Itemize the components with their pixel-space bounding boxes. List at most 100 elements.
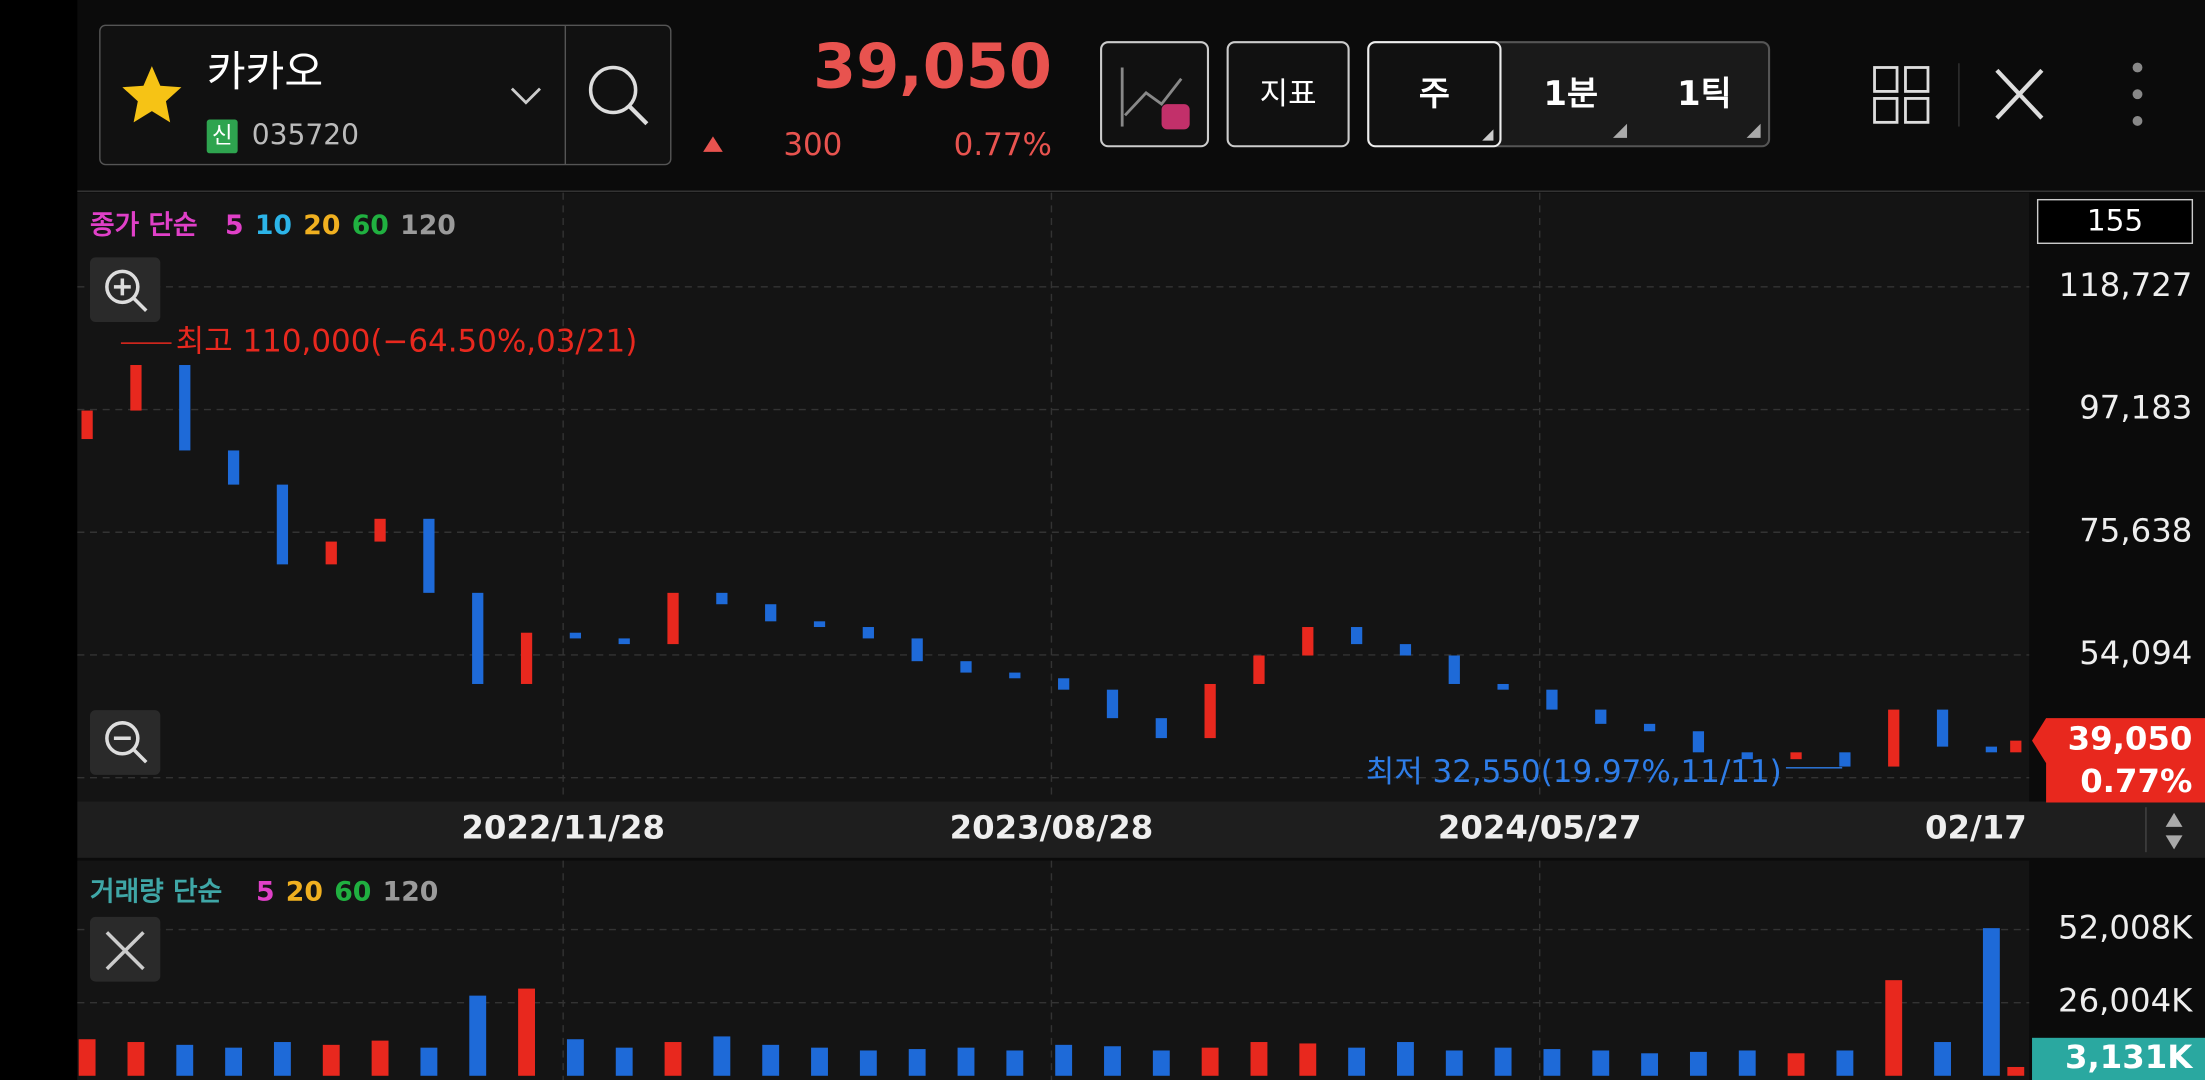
period-group[interactable]: 주 1분 1틱 [1367,41,1771,148]
y-tick-label: 97,183 [2079,389,2192,427]
corner [1482,129,1494,141]
candle [1839,752,1851,767]
button-label: 지표 [1260,76,1317,112]
price: 39,050 [813,30,1052,102]
volume-bar [859,1050,877,1076]
more-button[interactable] [2132,62,2143,126]
candle [1058,678,1070,690]
y-tick-label: 54,094 [2079,634,2192,672]
volume-bar [1592,1050,1610,1076]
selected-box[interactable] [1367,41,1502,148]
volume-bar [664,1042,682,1076]
candle [1497,683,1509,690]
candle [911,638,923,662]
volume-bar [1836,1050,1854,1076]
volume-bar [1738,1050,1756,1076]
candle [227,450,240,485]
volume-tag [2032,1037,2205,1080]
ma-legend-item: 120 [400,210,456,241]
y-tick-label: 118,727 [2059,266,2193,304]
volume-bar [371,1040,389,1076]
volume-bar [1250,1042,1268,1076]
candle [960,661,972,673]
candle [1888,709,1900,767]
close-volume[interactable] [90,916,161,982]
candle [569,632,582,639]
candle [1204,683,1216,739]
vol-tick-label: 26,004K [2058,982,2193,1020]
volume-bar [420,1047,438,1076]
scroll-down[interactable] [2165,835,2183,850]
volume-bar [1641,1053,1659,1076]
x-tick-label: 02/17 [1925,809,2027,847]
volume-bar [176,1044,194,1076]
x-tick-label: 2024/05/27 [1438,809,1642,847]
selector-box [99,24,672,166]
candle [1985,746,1998,753]
zoom-in[interactable] [90,257,161,323]
search-icon [588,65,638,115]
change-pct: 0.77% [954,127,1052,163]
candle [276,484,289,565]
volume-bar [322,1044,340,1076]
volume-bar [762,1044,780,1076]
candle [1302,627,1314,656]
candle [1595,709,1607,724]
price-tag-pct: 0.77% [2080,762,2192,800]
period-tick[interactable]: 1틱 [1677,74,1732,113]
x-tick-label: 2022/11/28 [461,809,665,847]
button-box [1226,41,1350,148]
stock-selector[interactable]: 카카오 신 035720 [99,24,672,166]
volume-bar [615,1047,633,1076]
stock-code: 035720 [252,118,359,151]
dot [2132,116,2143,126]
volume-bar [1201,1047,1219,1076]
volume-bar [1445,1050,1463,1076]
dot [2132,89,2143,100]
volume-bar [469,995,487,1076]
layout-button[interactable] [1873,66,1930,124]
scroll-up[interactable] [2165,812,2183,827]
volume-bar [1934,1042,1951,1076]
volume-bar [908,1049,926,1076]
volume-bar [1885,980,1903,1076]
volume-pane [77,860,2030,1080]
settings-button[interactable] [1995,68,2044,120]
low-annotation: 최저 32,550(19.97%,11/11) [1366,754,1782,790]
candle [1448,655,1460,684]
volume-bar [713,1036,731,1076]
candle [1643,723,1656,732]
search-button[interactable] [588,65,649,126]
period-minute[interactable]: 1분 [1544,74,1599,113]
zoom-icon [105,269,140,305]
zoom-out[interactable] [90,710,161,775]
candle [1790,752,1802,760]
chart-type-button[interactable] [1100,41,1210,148]
price-tag-label: 39,050 [2068,720,2193,758]
y-tick-label: 75,638 [2079,511,2192,549]
indicator-button[interactable]: 지표 [1226,41,1350,148]
ma-legend-item: 5 [225,210,244,241]
dropdown-chevron[interactable] [510,87,541,105]
volume-bar [78,1039,96,1076]
vol-legend-item: 5 [256,876,275,907]
candle [81,410,93,440]
zoom-bg [90,710,161,775]
candle [1155,718,1167,739]
ma-legend-item: 60 [352,210,389,241]
volume-bar [1982,928,2000,1076]
volume-tag-label: 3,131K [2065,1038,2194,1076]
candle [325,541,337,565]
badge-bg [206,119,238,154]
icon-part [1995,68,2044,120]
volume-bar [566,1039,584,1076]
candle [1692,731,1705,753]
candle [130,365,142,411]
icon-cell [1904,66,1930,93]
x-tick-label: 2023/08/28 [950,809,1154,847]
candle [1106,689,1119,719]
period-week[interactable]: 주 [1419,74,1450,113]
corner [1746,123,1761,138]
favorite-star[interactable] [122,66,182,123]
